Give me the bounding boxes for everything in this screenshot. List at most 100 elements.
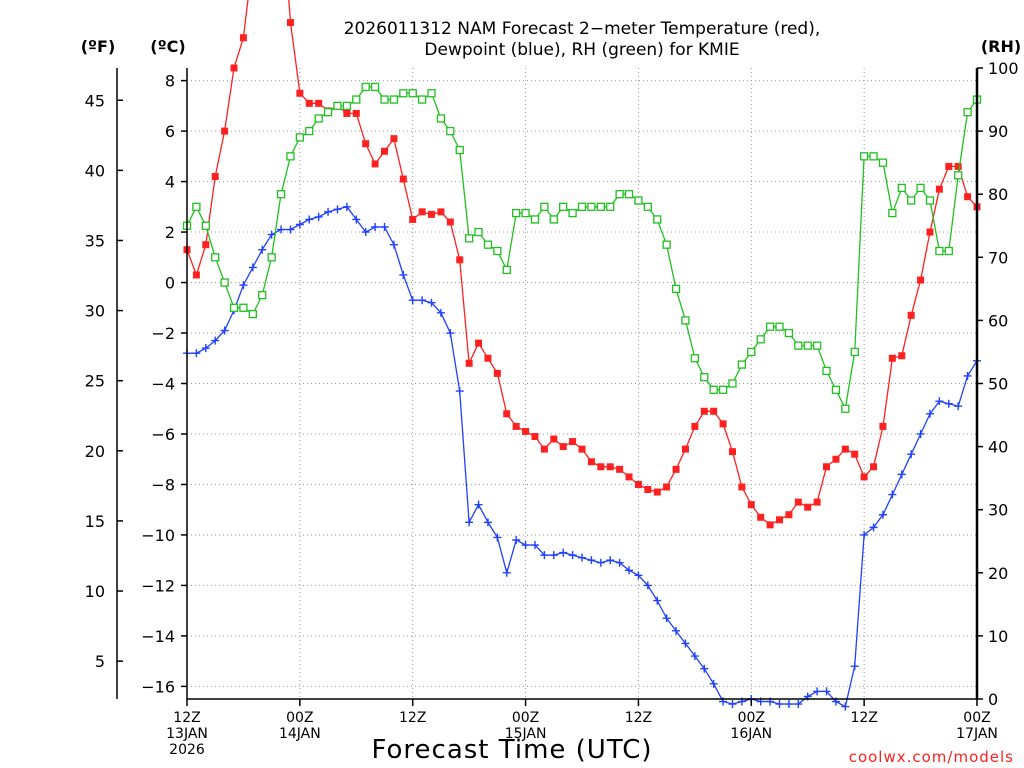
data-point bbox=[381, 147, 388, 155]
data-point bbox=[512, 208, 521, 218]
data-point bbox=[530, 215, 540, 224]
rh-tick-label: 100 bbox=[988, 59, 1019, 78]
data-point bbox=[587, 556, 596, 565]
rh-tick-label: 0 bbox=[988, 690, 998, 709]
data-point bbox=[597, 463, 605, 471]
data-point bbox=[606, 556, 615, 565]
data-point bbox=[483, 518, 492, 527]
data-point bbox=[785, 511, 793, 519]
credit-label: coolwx.com/models bbox=[849, 748, 1014, 766]
data-point bbox=[944, 246, 953, 256]
data-point bbox=[775, 700, 784, 709]
data-point bbox=[916, 429, 925, 438]
data-point bbox=[549, 215, 558, 224]
data-point bbox=[380, 95, 389, 104]
data-point bbox=[587, 202, 596, 211]
fahrenheit-tick-label: 15 bbox=[85, 512, 105, 531]
data-point bbox=[296, 89, 304, 97]
data-point bbox=[512, 422, 520, 430]
data-point bbox=[870, 463, 878, 471]
data-point bbox=[813, 687, 822, 696]
x-tick-label: 12Z bbox=[625, 710, 652, 726]
data-point bbox=[408, 89, 417, 98]
data-point bbox=[446, 126, 455, 136]
data-point bbox=[549, 551, 558, 560]
data-point bbox=[690, 354, 700, 363]
data-point bbox=[399, 175, 407, 183]
data-point bbox=[540, 202, 549, 211]
x-tick-label: 13JAN bbox=[166, 726, 208, 742]
data-point bbox=[803, 341, 812, 350]
data-point bbox=[522, 427, 530, 435]
data-point bbox=[954, 402, 963, 411]
fahrenheit-tick-label: 40 bbox=[85, 161, 105, 180]
data-point bbox=[841, 702, 850, 711]
data-point bbox=[737, 360, 747, 369]
data-point bbox=[315, 99, 323, 107]
data-point bbox=[220, 278, 229, 287]
data-point bbox=[437, 208, 445, 216]
data-point bbox=[671, 284, 681, 294]
data-point bbox=[211, 253, 220, 262]
axis-ticks: 86420−2−4−6−8−10−12−14−16454035302520151… bbox=[85, 59, 1019, 758]
data-point bbox=[663, 483, 671, 491]
data-point bbox=[804, 503, 812, 511]
data-point bbox=[352, 215, 361, 224]
data-point bbox=[333, 205, 342, 214]
data-point bbox=[643, 581, 652, 590]
data-point bbox=[258, 245, 267, 254]
data-point bbox=[644, 486, 652, 494]
data-point bbox=[860, 530, 869, 539]
x-tick-label: 00Z bbox=[286, 710, 313, 726]
data-point bbox=[719, 420, 727, 428]
x-tick-label: 00Z bbox=[738, 710, 765, 726]
data-point bbox=[352, 95, 361, 104]
data-point bbox=[361, 82, 370, 92]
data-point bbox=[728, 700, 737, 709]
data-point bbox=[897, 470, 906, 479]
data-point bbox=[446, 218, 454, 226]
data-point bbox=[202, 241, 210, 249]
data-point bbox=[568, 551, 577, 560]
data-point bbox=[606, 463, 614, 471]
data-point bbox=[418, 296, 427, 305]
data-point bbox=[766, 521, 774, 529]
rh-tick-label: 50 bbox=[988, 375, 1008, 394]
data-point bbox=[691, 422, 699, 430]
data-point bbox=[559, 443, 567, 451]
series-rh bbox=[182, 82, 982, 413]
celsius-tick-label: −14 bbox=[141, 627, 175, 646]
data-point bbox=[286, 19, 294, 27]
data-point bbox=[634, 196, 643, 205]
data-point bbox=[455, 145, 464, 155]
x-tick-label: 00Z bbox=[963, 710, 990, 726]
rh-unit-label: (RH) bbox=[981, 37, 1021, 56]
data-point bbox=[765, 322, 775, 331]
data-point bbox=[878, 510, 887, 519]
data-point bbox=[399, 270, 408, 279]
celsius-tick-label: 0 bbox=[165, 274, 175, 293]
fahrenheit-tick-label: 25 bbox=[85, 372, 105, 391]
data-point bbox=[569, 438, 577, 446]
data-point bbox=[211, 173, 219, 181]
celsius-tick-label: 2 bbox=[165, 223, 175, 242]
chart-title-line2: Dewpoint (blue), RH (green) for KMIE bbox=[424, 40, 739, 60]
data-point bbox=[634, 480, 642, 488]
rh-tick-label: 60 bbox=[988, 311, 1008, 330]
data-point bbox=[775, 322, 784, 331]
data-point bbox=[192, 349, 201, 358]
data-point bbox=[907, 311, 915, 319]
rh-tick-label: 70 bbox=[988, 248, 1008, 267]
data-point bbox=[878, 158, 888, 167]
data-point bbox=[371, 160, 379, 168]
data-point bbox=[464, 234, 474, 243]
data-point bbox=[502, 265, 511, 275]
data-point bbox=[963, 371, 972, 380]
celsius-tick-label: −6 bbox=[151, 425, 175, 444]
data-point bbox=[963, 108, 972, 117]
chart-title-line1: 2026011312 NAM Forecast 2−meter Temperat… bbox=[344, 19, 821, 39]
data-point bbox=[295, 133, 305, 142]
celsius-tick-label: −16 bbox=[141, 677, 175, 696]
data-point bbox=[333, 101, 342, 111]
data-point bbox=[925, 409, 934, 418]
